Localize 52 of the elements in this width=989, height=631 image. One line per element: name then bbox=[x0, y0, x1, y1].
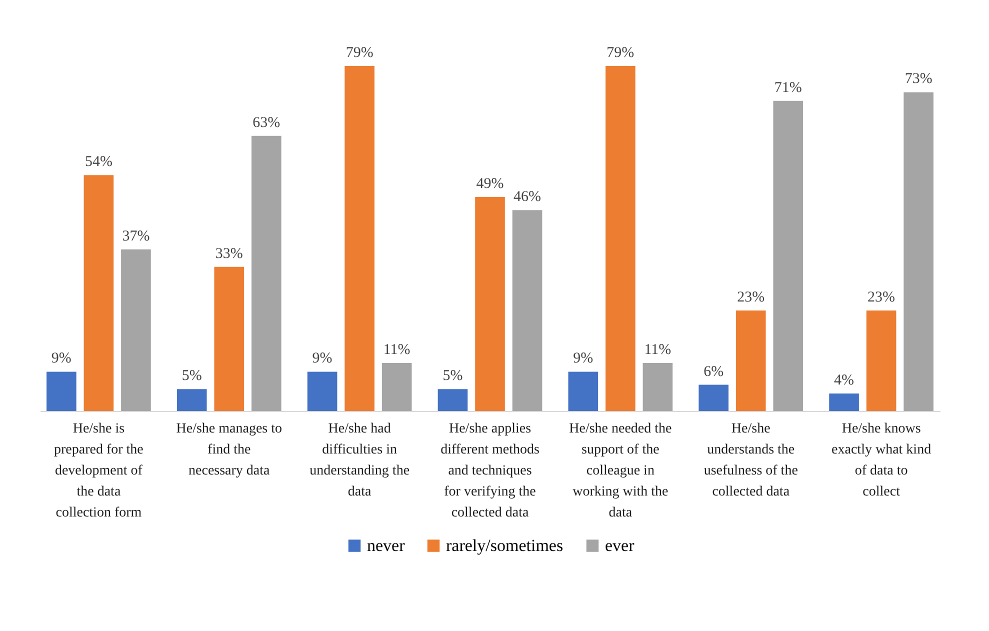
x-tick-label: He/she understands the usefulness of the collected data bbox=[704, 422, 798, 500]
data-label: 71% bbox=[774, 80, 802, 96]
data-label: 5% bbox=[182, 368, 202, 384]
bar bbox=[606, 66, 636, 411]
bar bbox=[866, 310, 896, 411]
data-label: 9% bbox=[573, 350, 594, 367]
bar bbox=[475, 197, 505, 411]
bar bbox=[904, 92, 934, 411]
data-label: 79% bbox=[346, 45, 374, 61]
data-label: 37% bbox=[122, 228, 150, 244]
data-label: 79% bbox=[606, 45, 634, 61]
bar bbox=[307, 372, 338, 411]
bar bbox=[46, 372, 76, 411]
data-label: 4% bbox=[834, 372, 854, 389]
x-tick-label: He/she knows exactly what kind of data to collect bbox=[832, 422, 932, 500]
data-label: 73% bbox=[904, 71, 932, 88]
bar bbox=[84, 175, 114, 411]
bar bbox=[736, 310, 766, 411]
bar bbox=[214, 266, 244, 411]
legend-label: ever bbox=[605, 536, 635, 555]
x-tick-label: He/she had difficulties in understanding the data bbox=[310, 422, 410, 500]
bar bbox=[512, 210, 542, 411]
data-label: 23% bbox=[737, 290, 765, 306]
data-label: 33% bbox=[215, 246, 243, 262]
bar bbox=[344, 66, 374, 411]
data-label: 9% bbox=[51, 350, 72, 367]
bar bbox=[176, 389, 207, 411]
data-label: 11% bbox=[644, 342, 672, 358]
data-label: 6% bbox=[704, 364, 724, 380]
data-label: 46% bbox=[514, 189, 542, 206]
data-label: 23% bbox=[868, 290, 896, 306]
x-tick-label: He/she is prepared for the development of the data collection form bbox=[54, 422, 144, 520]
legend-label: never bbox=[367, 536, 406, 555]
data-label: 9% bbox=[312, 350, 332, 367]
x-tick-label: He/she manages to find the necessary data bbox=[176, 422, 282, 478]
legend-label: rarely/sometimes bbox=[446, 536, 564, 555]
data-label: 49% bbox=[476, 176, 504, 192]
data-label: 54% bbox=[84, 154, 112, 170]
bar bbox=[121, 249, 151, 411]
data-label: 5% bbox=[442, 368, 463, 384]
data-label: 11% bbox=[383, 342, 410, 358]
data-label: 63% bbox=[252, 114, 280, 131]
bar bbox=[438, 389, 468, 411]
bar bbox=[829, 394, 859, 411]
bar bbox=[568, 372, 598, 411]
bar bbox=[698, 384, 729, 411]
bar bbox=[642, 362, 673, 411]
x-tick-label: He/she applies different methods and techniques for verifying the collected data bbox=[440, 422, 540, 520]
bar bbox=[773, 100, 804, 411]
x-tick-label: He/she needed the support of the colleague in working with the data bbox=[569, 422, 672, 520]
bar bbox=[382, 362, 412, 411]
bar bbox=[251, 136, 282, 411]
